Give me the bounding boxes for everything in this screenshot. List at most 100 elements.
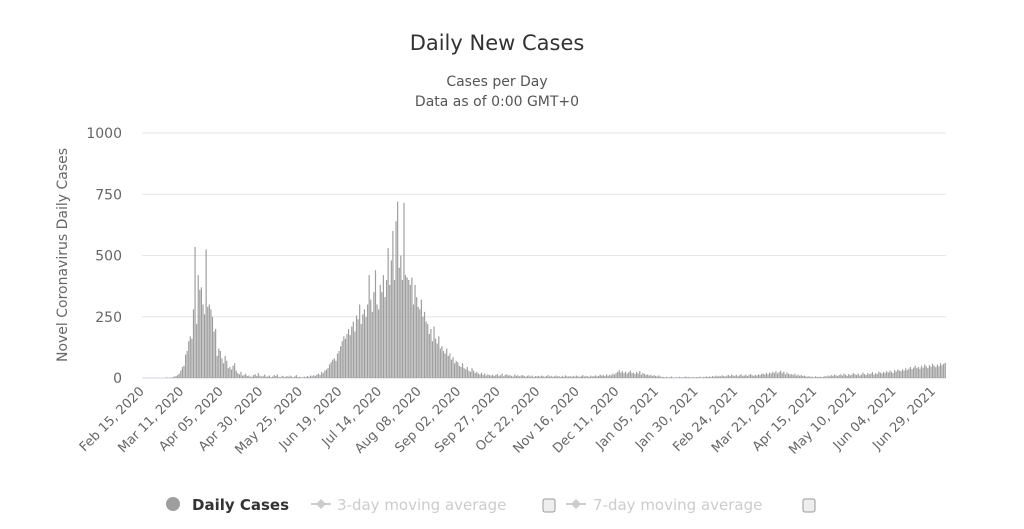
bar[interactable] bbox=[450, 359, 453, 379]
bar[interactable] bbox=[913, 367, 915, 378]
bar[interactable] bbox=[680, 377, 682, 378]
bar[interactable] bbox=[352, 321, 354, 378]
bar[interactable] bbox=[901, 369, 904, 378]
bar[interactable] bbox=[539, 376, 541, 378]
bar[interactable] bbox=[803, 375, 805, 378]
bar[interactable] bbox=[628, 372, 630, 378]
bar[interactable] bbox=[294, 376, 296, 378]
bar[interactable] bbox=[780, 370, 782, 378]
bar[interactable] bbox=[205, 249, 207, 379]
bar[interactable] bbox=[425, 321, 427, 378]
bar[interactable] bbox=[243, 375, 245, 378]
bar[interactable] bbox=[651, 376, 654, 378]
bar[interactable] bbox=[480, 372, 483, 378]
bar[interactable] bbox=[781, 373, 783, 378]
bar[interactable] bbox=[729, 376, 731, 378]
bar[interactable] bbox=[585, 375, 587, 378]
bar[interactable] bbox=[610, 375, 612, 378]
bar[interactable] bbox=[724, 376, 726, 378]
bar[interactable] bbox=[289, 375, 291, 378]
bar[interactable] bbox=[770, 373, 772, 378]
bar[interactable] bbox=[439, 348, 441, 378]
bar[interactable] bbox=[257, 373, 259, 378]
bar[interactable] bbox=[175, 376, 177, 378]
bar[interactable] bbox=[642, 373, 644, 378]
bar[interactable] bbox=[908, 368, 910, 378]
bar[interactable] bbox=[338, 351, 340, 378]
bar[interactable] bbox=[351, 326, 353, 378]
bar[interactable] bbox=[601, 375, 603, 378]
bar[interactable] bbox=[317, 373, 320, 378]
bar[interactable] bbox=[327, 368, 329, 378]
bar[interactable] bbox=[442, 351, 445, 378]
bar[interactable] bbox=[707, 377, 709, 378]
bar[interactable] bbox=[935, 367, 937, 378]
bar[interactable] bbox=[813, 377, 815, 378]
bar[interactable] bbox=[199, 289, 201, 378]
bar[interactable] bbox=[624, 371, 627, 378]
bar[interactable] bbox=[542, 376, 544, 378]
bar[interactable] bbox=[457, 362, 459, 378]
bar[interactable] bbox=[458, 365, 460, 378]
bar[interactable] bbox=[639, 371, 641, 378]
bar[interactable] bbox=[699, 376, 701, 378]
bar[interactable] bbox=[550, 375, 552, 378]
bar[interactable] bbox=[558, 376, 560, 378]
bar[interactable] bbox=[594, 375, 597, 378]
bar[interactable] bbox=[814, 376, 817, 378]
bar[interactable] bbox=[889, 370, 891, 378]
bar[interactable] bbox=[863, 374, 866, 378]
bar[interactable] bbox=[406, 277, 408, 378]
bar[interactable] bbox=[582, 375, 584, 378]
bar[interactable] bbox=[536, 376, 538, 378]
bar[interactable] bbox=[786, 372, 788, 378]
bar[interactable] bbox=[412, 304, 415, 379]
bar[interactable] bbox=[556, 376, 559, 378]
bar[interactable] bbox=[235, 370, 237, 378]
bar[interactable] bbox=[404, 275, 407, 378]
bar[interactable] bbox=[612, 373, 614, 378]
bar[interactable] bbox=[873, 374, 875, 378]
bar[interactable] bbox=[787, 373, 790, 378]
bar[interactable] bbox=[308, 376, 310, 378]
bar[interactable] bbox=[390, 260, 392, 378]
bar[interactable] bbox=[319, 375, 321, 378]
bar[interactable] bbox=[922, 367, 924, 378]
bar[interactable] bbox=[518, 376, 521, 378]
bar[interactable] bbox=[466, 366, 468, 378]
bar[interactable] bbox=[431, 341, 434, 378]
bar[interactable] bbox=[794, 373, 796, 378]
bar[interactable] bbox=[278, 376, 280, 378]
bar[interactable] bbox=[745, 374, 747, 378]
bar[interactable] bbox=[344, 338, 347, 378]
bar[interactable] bbox=[355, 315, 358, 378]
bar[interactable] bbox=[672, 377, 674, 378]
bar[interactable] bbox=[272, 376, 274, 378]
bar[interactable] bbox=[213, 331, 215, 378]
bar[interactable] bbox=[772, 371, 774, 379]
bar[interactable] bbox=[637, 373, 639, 378]
bar[interactable] bbox=[343, 336, 345, 378]
bar[interactable] bbox=[253, 375, 255, 378]
bar[interactable] bbox=[349, 335, 351, 379]
bar[interactable] bbox=[503, 376, 505, 378]
bar[interactable] bbox=[196, 324, 198, 378]
bar[interactable] bbox=[620, 372, 622, 378]
bar[interactable] bbox=[851, 374, 853, 378]
bar[interactable] bbox=[833, 374, 836, 378]
bar[interactable] bbox=[303, 376, 305, 378]
bar[interactable] bbox=[392, 231, 394, 378]
bar[interactable] bbox=[917, 366, 919, 378]
bar[interactable] bbox=[632, 372, 635, 378]
bar[interactable] bbox=[385, 280, 388, 378]
bar[interactable] bbox=[653, 375, 655, 378]
bar[interactable] bbox=[430, 329, 432, 378]
bar[interactable] bbox=[463, 368, 465, 378]
bar[interactable] bbox=[742, 375, 744, 378]
bar[interactable] bbox=[515, 375, 517, 378]
bar[interactable] bbox=[783, 371, 785, 378]
bar[interactable] bbox=[621, 371, 623, 378]
bar[interactable] bbox=[797, 374, 799, 378]
bar[interactable] bbox=[529, 376, 532, 378]
bar[interactable] bbox=[485, 375, 487, 378]
